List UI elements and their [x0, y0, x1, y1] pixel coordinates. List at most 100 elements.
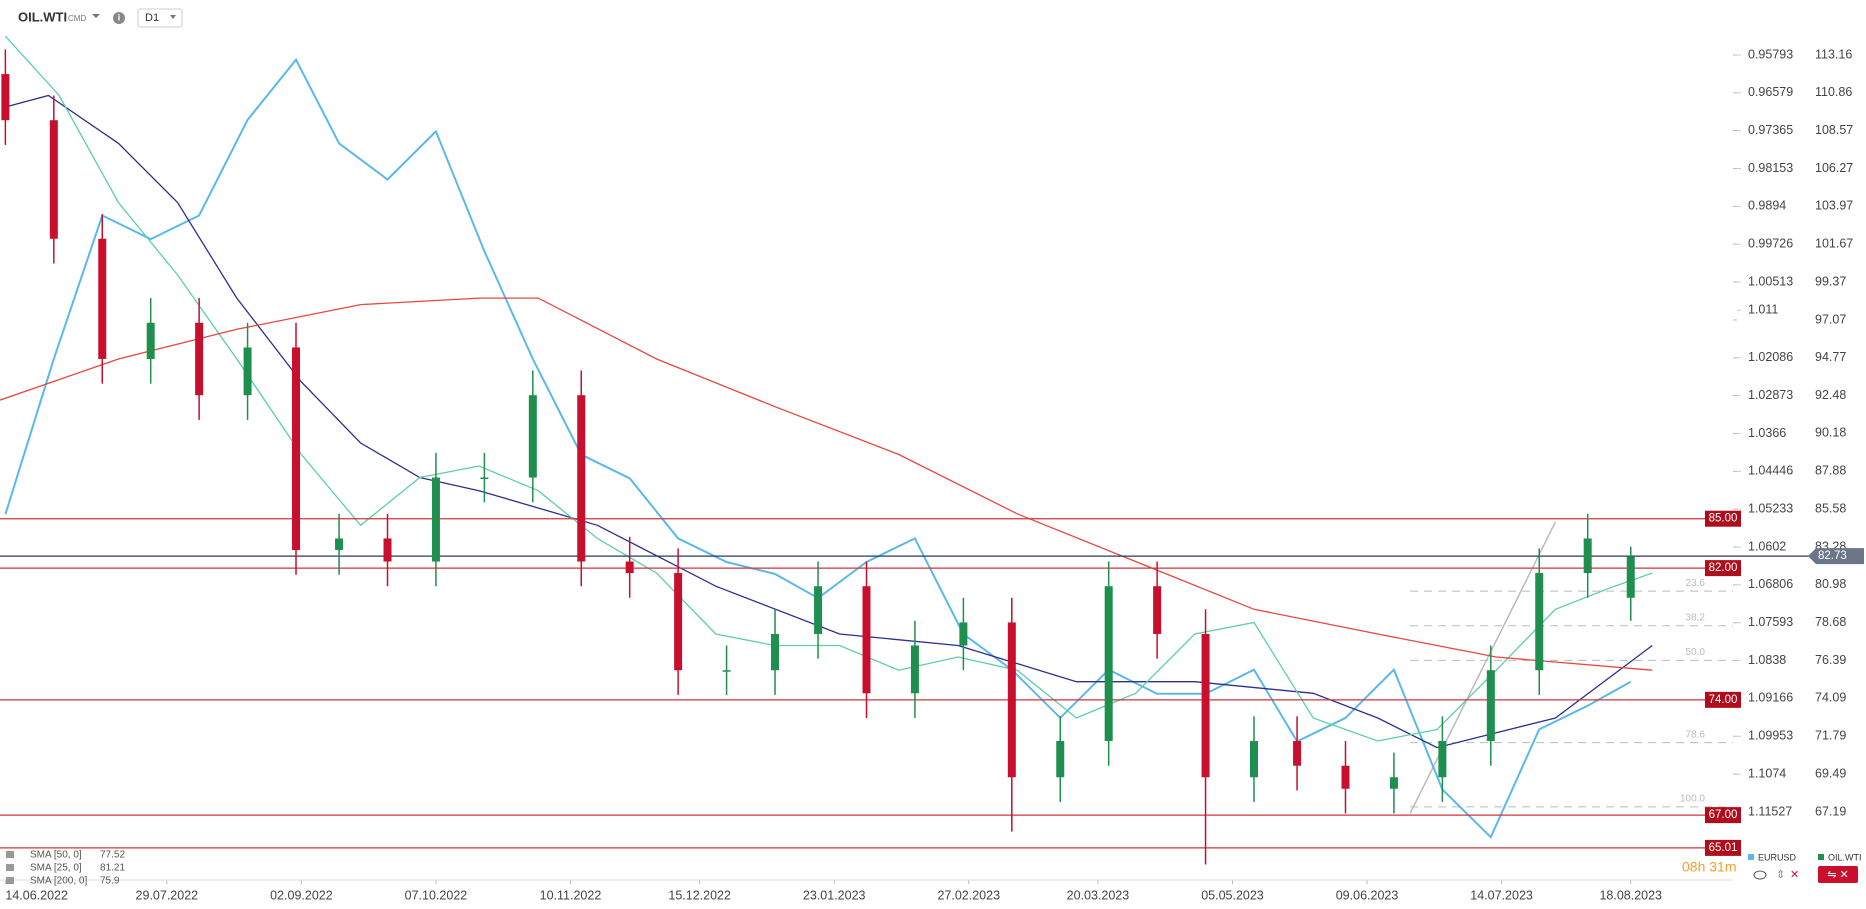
legend-name: SMA [200, 0] — [30, 876, 87, 887]
interval-arrow — [170, 15, 176, 19]
x-tick-label: 15.12.2022 — [668, 888, 731, 902]
y-tick-label: 106.27 — [1815, 161, 1853, 175]
y2-tick-label: 1.02873 — [1748, 388, 1793, 402]
y2-tick-label: 1.09166 — [1748, 691, 1793, 705]
fib-label: 50.0 — [1686, 647, 1706, 658]
legend-label: OIL.WTI — [1828, 852, 1862, 862]
y-tick-label: 85.58 — [1815, 501, 1846, 515]
fib-label: 38.2 — [1686, 612, 1706, 623]
level-label: 82.00 — [1709, 562, 1738, 574]
candle-body — [431, 477, 440, 562]
candle-body — [1438, 741, 1447, 778]
y2-tick-label: 1.0366 — [1748, 426, 1786, 440]
arrows-icon[interactable]: ⇕ — [1776, 869, 1785, 881]
candle-body — [528, 395, 537, 478]
candle-body — [814, 586, 823, 634]
x-tick-label: 07.10.2022 — [405, 888, 468, 902]
sma-line — [5, 94, 1653, 749]
candle-body — [862, 586, 871, 694]
y-tick-label: 71.79 — [1815, 729, 1846, 743]
y-tick-label: 69.49 — [1815, 766, 1846, 780]
y2-tick-label: 1.02086 — [1748, 350, 1793, 364]
candle-body — [1007, 622, 1016, 778]
symbol[interactable]: OIL.WTI — [18, 9, 67, 24]
y2-tick-label: 1.05233 — [1748, 501, 1793, 515]
y2-tick-label: 1.0602 — [1748, 539, 1786, 553]
candle-body — [1056, 741, 1065, 778]
candle-body — [722, 670, 731, 672]
y-tick-label: 94.77 — [1815, 350, 1846, 364]
legend-swatch — [1748, 854, 1754, 860]
sma-line — [0, 297, 1653, 671]
y2-tick-label: 1.0838 — [1748, 653, 1786, 667]
symbol-dropdown[interactable] — [92, 14, 100, 18]
legend-name: SMA [25, 0] — [30, 863, 82, 874]
eye-icon[interactable] — [1753, 870, 1767, 880]
y-tick-label: 101.67 — [1815, 237, 1853, 251]
header: OIL.WTI CMD i D1 — [18, 8, 183, 28]
interval-select[interactable] — [137, 8, 183, 28]
eurusd-line — [4, 57, 1632, 839]
candle-body — [910, 645, 919, 694]
candle-body — [959, 622, 968, 646]
y2-tick-label: 0.98153 — [1748, 161, 1793, 175]
candle-body — [480, 477, 489, 480]
info-icon[interactable] — [113, 12, 125, 24]
timer: 08h 31m — [1682, 859, 1736, 875]
legend-value: 75.9 — [100, 876, 120, 887]
y-tick-label: 113.16 — [1815, 47, 1852, 61]
level-badge — [1705, 510, 1741, 527]
level-label: 65.01 — [1709, 842, 1738, 854]
candle-body — [1535, 573, 1544, 671]
candle-body — [1293, 741, 1302, 766]
legend-swatch — [1818, 854, 1824, 860]
y2-tick-label: 1.011 — [1748, 303, 1778, 317]
trendline — [1409, 521, 1557, 814]
plot-area: 113.16 110.86 108.57 106.27 103.97 101.67 99.3… — [0, 35, 1864, 902]
legend-icon — [6, 851, 14, 858]
x-tick-label: 18.08.2023 — [1599, 888, 1662, 902]
candle-body — [49, 120, 58, 239]
candle-body — [1389, 777, 1398, 789]
legend-value: 77.52 — [100, 850, 125, 861]
y-tick-label: 74.09 — [1815, 691, 1846, 705]
info-glyph: i — [118, 12, 121, 22]
candle-body — [146, 322, 155, 359]
y-tick-label: 67.19 — [1815, 804, 1846, 818]
remove-glyph: ⇋ ✕ — [1827, 869, 1849, 881]
y-tick-label: 90.18 — [1815, 426, 1846, 440]
y-tick-label: 97.07 — [1815, 312, 1846, 326]
fib-label: 100.0 — [1680, 794, 1705, 805]
candle-body — [1104, 586, 1113, 742]
legend-label: EURUSD — [1758, 852, 1797, 862]
current-price-label: 82.73 — [1818, 550, 1847, 562]
x-tick-label: 10.11.2022 — [540, 888, 602, 902]
x-tick-label: 09.06.2023 — [1336, 888, 1399, 902]
legend-icon — [6, 864, 14, 871]
candle-body — [292, 347, 301, 550]
y-tick-label: 78.68 — [1815, 615, 1846, 629]
legend-value: 81.21 — [100, 863, 125, 874]
close-icon[interactable]: ✕ — [1790, 869, 1799, 881]
current-price-badge — [1808, 548, 1864, 565]
candle-body — [625, 561, 634, 574]
candle-body — [771, 633, 780, 671]
y2-tick-label: 1.1074 — [1748, 766, 1786, 780]
interval: D1 — [145, 12, 159, 24]
y-tick-label: 108.57 — [1815, 123, 1853, 137]
x-tick-label: 23.01.2023 — [803, 888, 866, 902]
toolbar: ⇕ ✕ ⇋ ✕ — [1753, 866, 1858, 883]
legend-name: SMA [50, 0] — [30, 850, 82, 861]
level-label: 85.00 — [1709, 513, 1738, 525]
market: CMD — [68, 14, 86, 23]
y2-tick-label: 1.09953 — [1748, 729, 1793, 743]
level-badge — [1705, 560, 1741, 577]
x-tick-label: 02.09.2022 — [270, 888, 333, 902]
y-tick-label: 80.98 — [1815, 577, 1846, 591]
legend-icon — [6, 877, 14, 884]
y2-tick-label: 0.95793 — [1748, 47, 1793, 61]
y-tick-label: 110.86 — [1815, 85, 1852, 99]
candle-body — [1486, 670, 1495, 742]
remove-button[interactable] — [1818, 866, 1858, 883]
level-label: 74.00 — [1709, 694, 1738, 706]
